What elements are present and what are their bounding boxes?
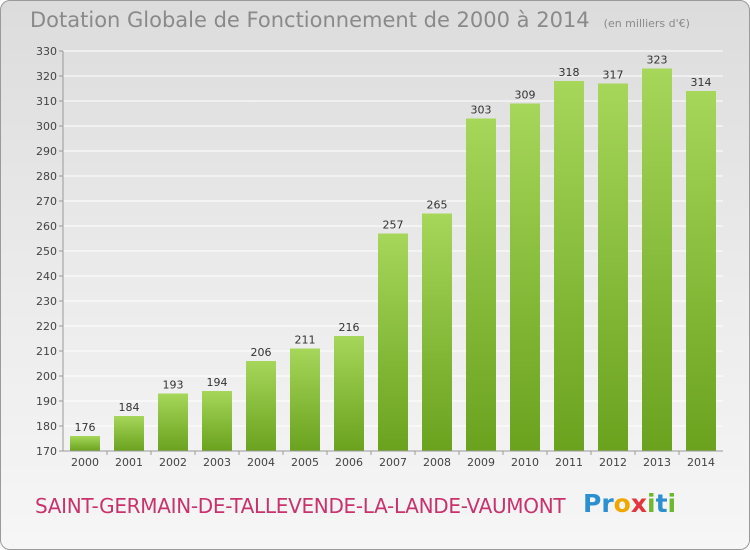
y-tick-label: 280 bbox=[36, 170, 57, 183]
data-label-2011: 318 bbox=[559, 66, 580, 79]
x-tick-label: 2005 bbox=[291, 456, 319, 469]
logo-letter: P bbox=[583, 489, 602, 518]
y-tick-label: 330 bbox=[36, 45, 57, 58]
y-tick-label: 320 bbox=[36, 70, 57, 83]
y-tick-label: 310 bbox=[36, 95, 57, 108]
data-label-2003: 194 bbox=[207, 376, 228, 389]
data-label-2008: 265 bbox=[427, 199, 448, 212]
data-label-2009: 303 bbox=[471, 104, 492, 117]
data-label-2002: 193 bbox=[163, 379, 184, 392]
data-label-2014: 314 bbox=[691, 76, 712, 89]
data-label-2001: 184 bbox=[119, 401, 140, 414]
x-tick-label: 2009 bbox=[467, 456, 495, 469]
data-label-2005: 211 bbox=[295, 334, 316, 347]
logo-letter: t bbox=[655, 489, 668, 518]
y-tick-label: 180 bbox=[36, 420, 57, 433]
y-tick-label: 220 bbox=[36, 320, 57, 333]
x-tick-label: 2012 bbox=[599, 456, 627, 469]
chart-title: Dotation Globale de Fonctionnement de 20… bbox=[30, 8, 690, 32]
chart-title-text: Dotation Globale de Fonctionnement de 20… bbox=[30, 8, 590, 32]
bar-2009 bbox=[466, 118, 496, 451]
y-tick-label: 290 bbox=[36, 145, 57, 158]
y-tick-label: 240 bbox=[36, 270, 57, 283]
bar-2001 bbox=[114, 416, 144, 451]
y-tick-label: 210 bbox=[36, 345, 57, 358]
x-tick-label: 2014 bbox=[687, 456, 715, 469]
y-axis-ticks: 170 180 190 200 210 220 230 240 250 260 270 280 290 3… bbox=[36, 45, 64, 458]
x-tick-label: 2002 bbox=[159, 456, 187, 469]
y-tick-label: 250 bbox=[36, 245, 57, 258]
x-tick-label: 2006 bbox=[335, 456, 363, 469]
logo-letter: r bbox=[601, 489, 614, 518]
bar-2003 bbox=[202, 391, 232, 451]
y-tick-label: 260 bbox=[36, 220, 57, 233]
y-tick-label: 190 bbox=[36, 395, 57, 408]
data-label-2006: 216 bbox=[339, 321, 360, 334]
x-tick-label: 2004 bbox=[247, 456, 275, 469]
logo-letter: i bbox=[647, 489, 656, 518]
x-tick-label: 2010 bbox=[511, 456, 539, 469]
chart-unit: (en milliers d'€) bbox=[603, 17, 690, 30]
bar-2000 bbox=[70, 436, 100, 451]
data-label-2013: 323 bbox=[647, 54, 668, 67]
x-tick-label: 2008 bbox=[423, 456, 451, 469]
bar-2008 bbox=[422, 213, 452, 451]
bar-2011 bbox=[554, 81, 584, 451]
data-labels: 176 184 193 194 206 211 216 257 265 303 309 318 317 3… bbox=[75, 54, 712, 435]
data-label-2007: 257 bbox=[383, 219, 404, 232]
x-tick-label: 2001 bbox=[115, 456, 143, 469]
x-tick-label: 2011 bbox=[555, 456, 583, 469]
data-label-2012: 317 bbox=[603, 69, 624, 82]
x-tick-label: 2007 bbox=[379, 456, 407, 469]
logo-letter: i bbox=[667, 489, 677, 518]
x-tick-label: 2013 bbox=[643, 456, 671, 469]
bar-2004 bbox=[246, 361, 276, 451]
x-axis-ticks: 2000 2001 2002 2003 2004 2005 2006 2007 2008 2009… bbox=[63, 450, 723, 469]
bar-2006 bbox=[334, 336, 364, 451]
bars bbox=[70, 68, 716, 451]
y-tick-label: 300 bbox=[36, 120, 57, 133]
bar-2010 bbox=[510, 103, 540, 451]
bar-2014 bbox=[686, 91, 716, 451]
bar-2005 bbox=[290, 348, 320, 451]
logo-letter: o bbox=[613, 489, 631, 518]
commune-name: SAINT-GERMAIN-DE-TALLEVENDE-LA-LANDE-VAU… bbox=[35, 494, 566, 518]
data-label-2000: 176 bbox=[75, 421, 96, 434]
data-label-2004: 206 bbox=[251, 346, 272, 359]
bar-2002 bbox=[158, 393, 188, 451]
y-tick-label: 270 bbox=[36, 195, 57, 208]
x-tick-label: 2000 bbox=[71, 456, 99, 469]
bar-2013 bbox=[642, 68, 672, 451]
bar-2007 bbox=[378, 233, 408, 451]
data-label-2010: 309 bbox=[515, 89, 536, 102]
logo-letter: x bbox=[630, 489, 647, 518]
bar-2012 bbox=[598, 83, 628, 451]
y-tick-label: 200 bbox=[36, 370, 57, 383]
proxiti-logo: Proxiti bbox=[583, 489, 676, 518]
y-tick-label: 230 bbox=[36, 295, 57, 308]
x-tick-label: 2003 bbox=[203, 456, 231, 469]
y-tick-label: 170 bbox=[36, 445, 57, 458]
